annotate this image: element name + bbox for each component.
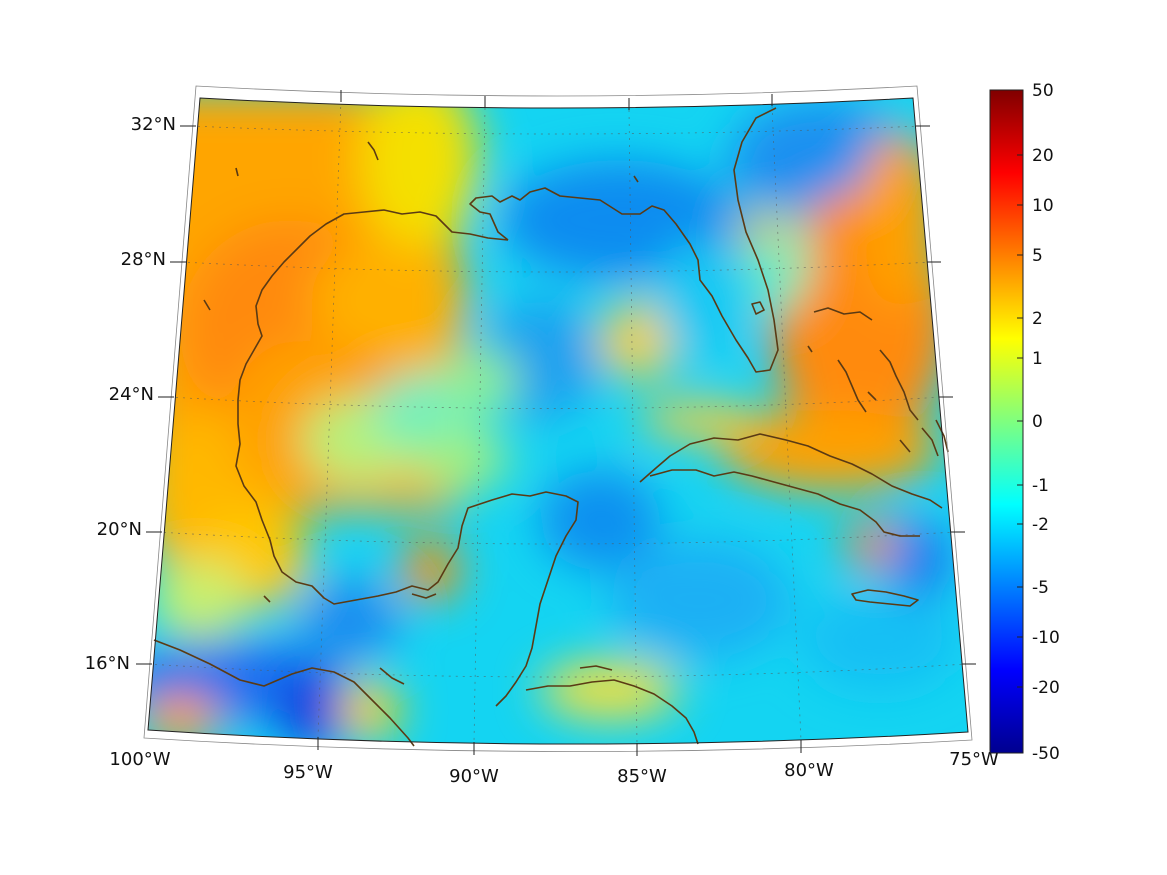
data-field xyxy=(148,98,968,745)
colorbar-label-10: 10 xyxy=(1032,196,1054,216)
longitude-labels: 100°W 95°W 90°W 85°W 80°W 75°W xyxy=(109,749,999,787)
colorbar-label-neg1: -1 xyxy=(1032,476,1049,496)
colorbar-label-neg50: -50 xyxy=(1032,744,1060,764)
map-frame xyxy=(143,85,973,752)
lon-label-95: 95°W xyxy=(283,762,333,783)
colorbar-label-20: 20 xyxy=(1032,146,1054,166)
colorbar-label-0: 0 xyxy=(1032,412,1043,432)
colorbar-label-neg2: -2 xyxy=(1032,515,1049,535)
colorbar-label-neg5: -5 xyxy=(1032,578,1049,598)
graticule xyxy=(147,99,967,744)
colorbar-ticks xyxy=(1017,154,1023,688)
lat-label-28: 28°N xyxy=(121,249,166,270)
lon-label-90: 90°W xyxy=(449,766,499,787)
colorbar-label-50: 50 xyxy=(1032,81,1054,101)
lat-label-24: 24°N xyxy=(109,384,154,405)
colorbar-label-1: 1 xyxy=(1032,349,1043,369)
colorbar-label-neg10: -10 xyxy=(1032,628,1060,648)
lat-label-32: 32°N xyxy=(131,114,176,135)
colorbar-label-neg20: -20 xyxy=(1032,678,1060,698)
lat-label-16: 16°N xyxy=(85,653,130,674)
latitude-labels: 32°N 28°N 24°N 20°N 16°N xyxy=(85,114,176,674)
lon-label-100: 100°W xyxy=(109,749,170,770)
lon-label-75: 75°W xyxy=(949,749,999,770)
colorbar-label-2: 2 xyxy=(1032,309,1043,329)
axis-ticks xyxy=(136,90,976,756)
lat-label-20: 20°N xyxy=(97,519,142,540)
coastlines xyxy=(153,107,949,747)
colorbar-label-5: 5 xyxy=(1032,246,1043,266)
colorbar: 50 20 10 5 2 1 0 -1 -2 -5 -10 -20 -50 xyxy=(989,81,1060,764)
lon-label-80: 80°W xyxy=(784,760,834,781)
lon-label-85: 85°W xyxy=(617,766,667,787)
